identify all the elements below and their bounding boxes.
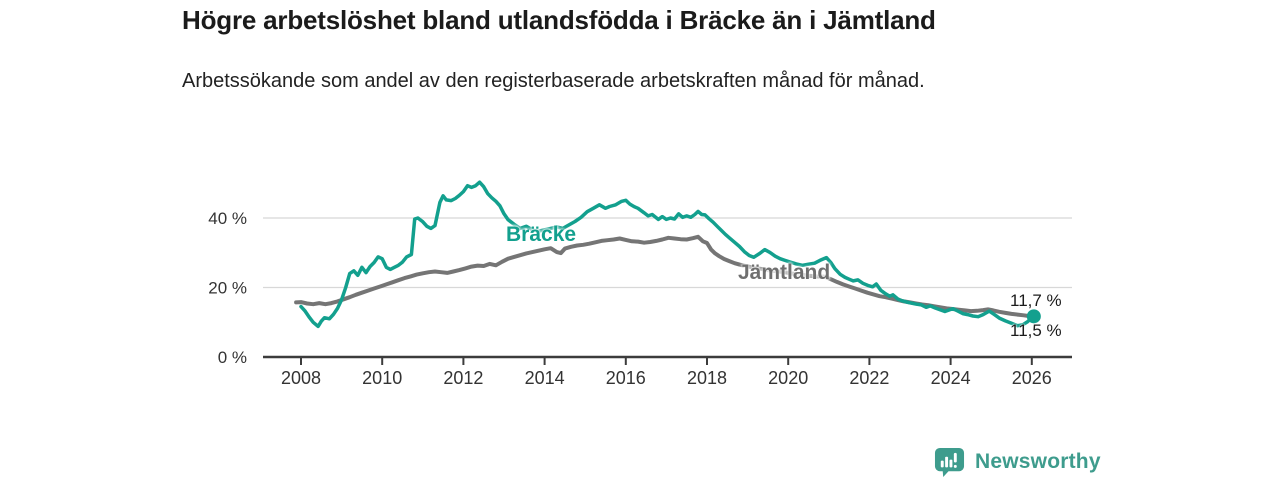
x-tick-label: 2012	[443, 368, 483, 388]
x-tick-label: 2008	[281, 368, 321, 388]
y-tick-label: 40 %	[208, 209, 247, 228]
y-tick-label: 20 %	[208, 279, 247, 298]
newsworthy-logo: Newsworthy	[934, 446, 1101, 478]
series-label-bracke: Bräcke	[506, 223, 577, 246]
series-label-jamtland: Jämtland	[738, 261, 831, 284]
x-tick-label: 2018	[687, 368, 727, 388]
chart-title: Högre arbetslöshet bland utlandsfödda i …	[182, 5, 936, 35]
newsworthy-logo-icon	[934, 447, 965, 477]
latest-value-label-bracke: 11,7 %	[1010, 291, 1062, 310]
x-tick-label: 2020	[768, 368, 808, 388]
x-tick-label: 2024	[931, 368, 971, 388]
series-line-bracke	[299, 180, 1036, 329]
newsworthy-logo-text: Newsworthy	[975, 450, 1101, 473]
x-tick-label: 2016	[606, 368, 646, 388]
x-tick-label: 2010	[362, 368, 402, 388]
chart-subtitle: Arbetssökande som andel av den registerb…	[182, 70, 925, 92]
x-tick-label: 2026	[1012, 368, 1052, 388]
x-tick-label: 2022	[849, 368, 889, 388]
latest-value-label-jamtland: 11,5 %	[1010, 321, 1062, 340]
y-tick-label: 0 %	[218, 348, 247, 367]
x-tick-label: 2014	[525, 368, 565, 388]
latest-value-dot	[1026, 309, 1041, 324]
